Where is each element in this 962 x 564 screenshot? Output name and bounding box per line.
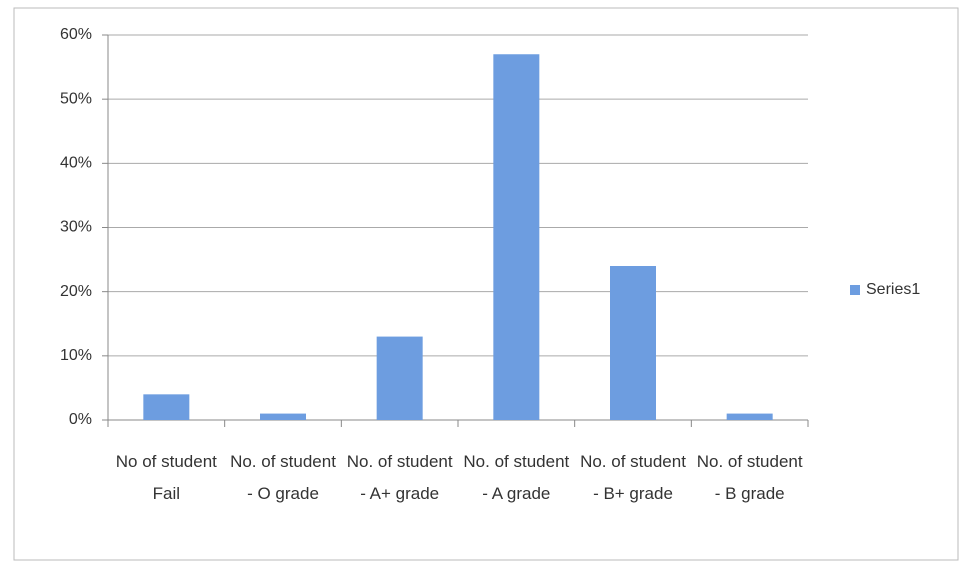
bar <box>260 413 306 420</box>
legend-swatch <box>850 285 860 295</box>
bar <box>726 413 773 420</box>
y-tick-label: 0% <box>69 411 92 428</box>
y-tick-label: 20% <box>60 283 92 300</box>
legend-label: Series1 <box>866 281 920 298</box>
x-tick-label: No. of student - A grade <box>463 452 570 503</box>
x-tick-label: No. of student - B+ grade <box>580 452 686 503</box>
x-tick-label: No. of student - O grade <box>230 452 336 503</box>
y-tick-label: 10% <box>60 347 92 364</box>
bar <box>376 336 423 420</box>
y-tick-label: 30% <box>60 219 92 236</box>
bar <box>143 394 190 420</box>
y-tick-label: 60% <box>60 26 92 43</box>
x-tick-label: No. of student - B grade <box>696 452 803 503</box>
bar <box>493 54 540 420</box>
bar <box>610 266 656 420</box>
y-tick-label: 40% <box>60 155 92 172</box>
y-tick-label: 50% <box>60 90 92 107</box>
x-tick-label: No. of student - A+ grade <box>346 452 453 503</box>
x-tick-label: No of student Fail <box>115 452 217 503</box>
chart-border <box>13 7 959 561</box>
